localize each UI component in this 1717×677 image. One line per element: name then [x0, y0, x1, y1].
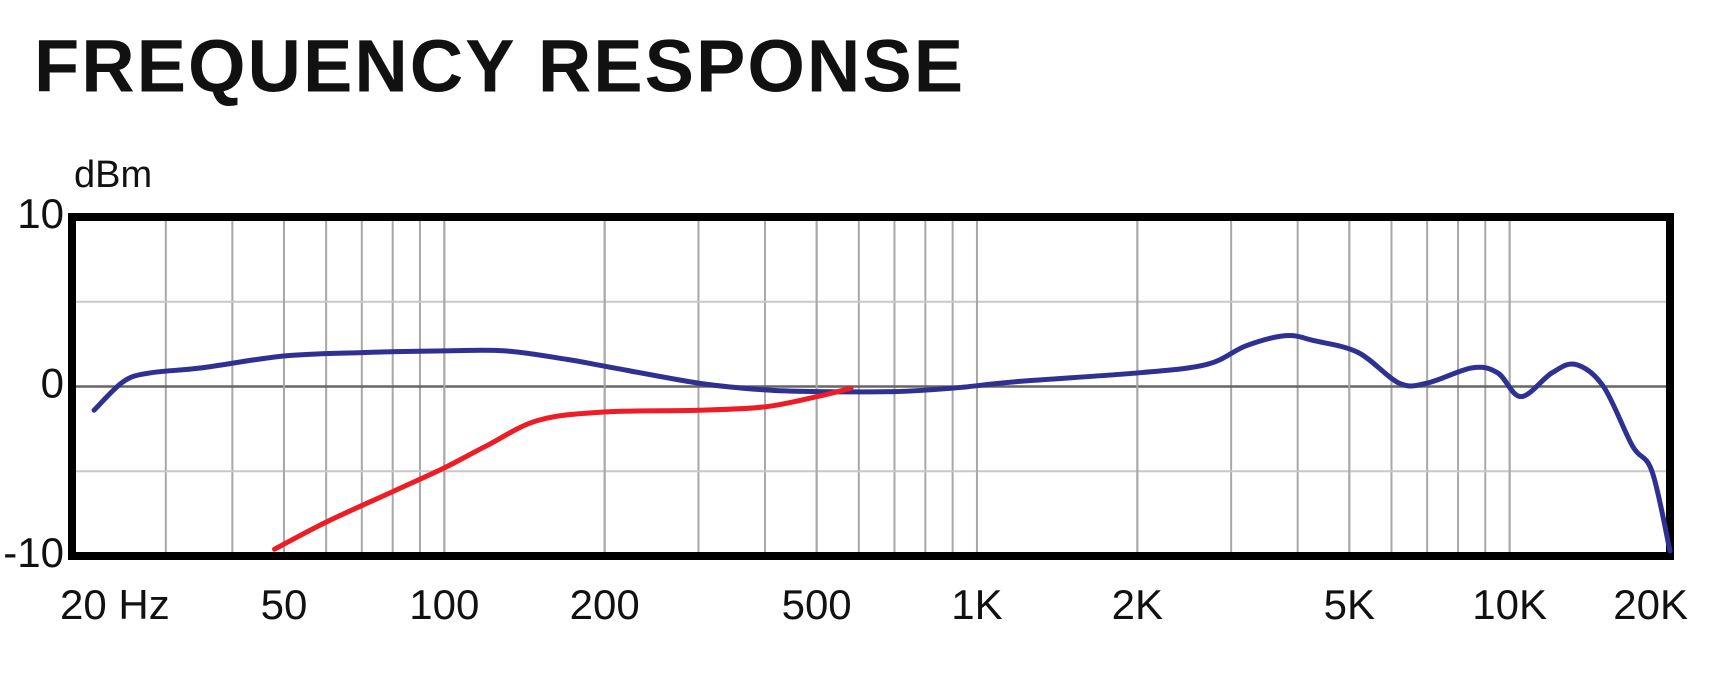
x-tick-label: 20K — [1613, 581, 1688, 628]
y-axis-label: dBm — [74, 154, 152, 196]
x-tick-label: 1K — [951, 581, 1002, 628]
plot-frame — [68, 213, 1674, 560]
x-tick-label: 200 — [570, 581, 640, 628]
x-tick-label: 5K — [1324, 581, 1375, 628]
x-tick-label: 2K — [1112, 581, 1163, 628]
chart-title: FREQUENCY RESPONSE — [34, 25, 965, 108]
y-tick-label: 0 — [41, 360, 64, 407]
y-tick-label: 10 — [17, 190, 64, 237]
x-tick-label: 100 — [409, 581, 479, 628]
x-tick-label: 10K — [1472, 581, 1547, 628]
series-line — [91, 333, 1673, 554]
y-tick-label: -10 — [3, 529, 64, 576]
x-tick-label: 500 — [782, 581, 852, 628]
x-tick-label: 50 — [261, 581, 308, 628]
series-line — [272, 385, 854, 552]
x-tick-label: 20 Hz — [60, 581, 170, 628]
